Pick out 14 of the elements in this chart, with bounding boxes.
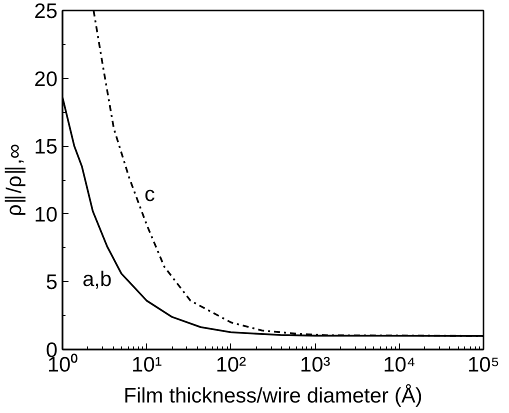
y-tick-label: 20: [34, 68, 58, 91]
y-tick-label: 5: [46, 271, 58, 294]
y-tick-label: 15: [34, 136, 58, 159]
x-axis-title: Film thickness/wire diameter (Å): [124, 384, 422, 408]
x-tick-label: 10³: [300, 354, 330, 376]
x-tick-label: 10⁵: [467, 354, 500, 376]
x-tick-label: 10⁴: [383, 354, 416, 376]
y-tick-label: 25: [34, 0, 58, 23]
y-axis-title: ρ∥/ρ∥,∞: [3, 144, 26, 216]
annotation: c: [144, 183, 155, 206]
x-tick-label: 10²: [216, 354, 246, 376]
x-tick-label: 10¹: [132, 354, 162, 376]
y-tick-label: 10: [34, 203, 58, 226]
annotation: a,b: [82, 268, 112, 291]
